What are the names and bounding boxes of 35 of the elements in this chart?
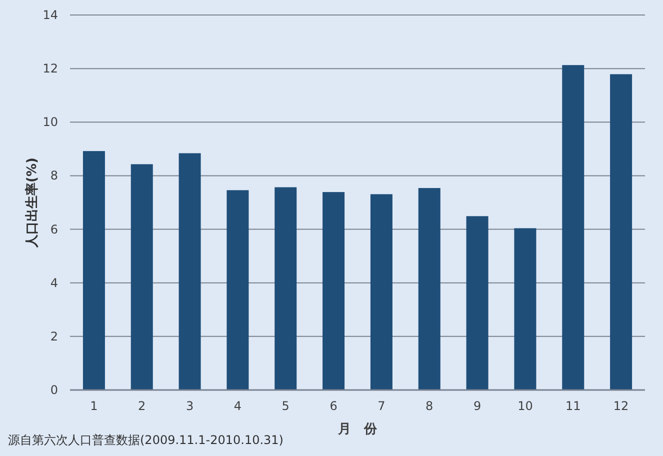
x-tick-label: 5 xyxy=(282,399,290,413)
bar xyxy=(274,187,297,390)
x-tick-label: 4 xyxy=(234,399,242,413)
bar xyxy=(82,151,105,390)
y-tick-label: 2 xyxy=(50,329,58,344)
x-tick-label: 12 xyxy=(613,399,629,413)
x-tick-label: 11 xyxy=(565,399,581,413)
x-tick-label: 2 xyxy=(138,399,146,413)
x-tick-label: 3 xyxy=(186,399,194,413)
y-tick-label: 12 xyxy=(42,62,58,76)
bar xyxy=(418,188,440,390)
bar xyxy=(130,164,153,390)
x-tick-label: 10 xyxy=(518,399,533,413)
x-tick-label: 1 xyxy=(90,399,98,413)
bar xyxy=(178,153,201,390)
y-tick-label: 6 xyxy=(50,222,58,236)
bar xyxy=(514,228,536,390)
y-axis-title: 人口出生率(%) xyxy=(24,158,40,248)
bar xyxy=(226,190,249,390)
y-tick-label: 10 xyxy=(42,115,58,130)
x-tick-label: 6 xyxy=(330,399,338,413)
y-tick-label: 8 xyxy=(50,168,58,183)
text: 源自第六次人口普查数据(2009.11.1-2010.10.31) xyxy=(8,433,284,447)
x-axis-title: 月 份 xyxy=(337,422,378,437)
bar xyxy=(610,74,632,390)
y-tick-label: 14 xyxy=(42,8,58,22)
y-tick-label: 0 xyxy=(50,383,58,397)
y-tick-label: 4 xyxy=(50,276,58,290)
bar xyxy=(370,194,392,390)
bar xyxy=(562,65,584,390)
x-tick-label: 7 xyxy=(378,399,386,413)
x-tick-label: 8 xyxy=(426,399,434,413)
bar xyxy=(466,216,488,390)
x-tick-label: 9 xyxy=(473,399,482,413)
bar xyxy=(322,192,345,390)
